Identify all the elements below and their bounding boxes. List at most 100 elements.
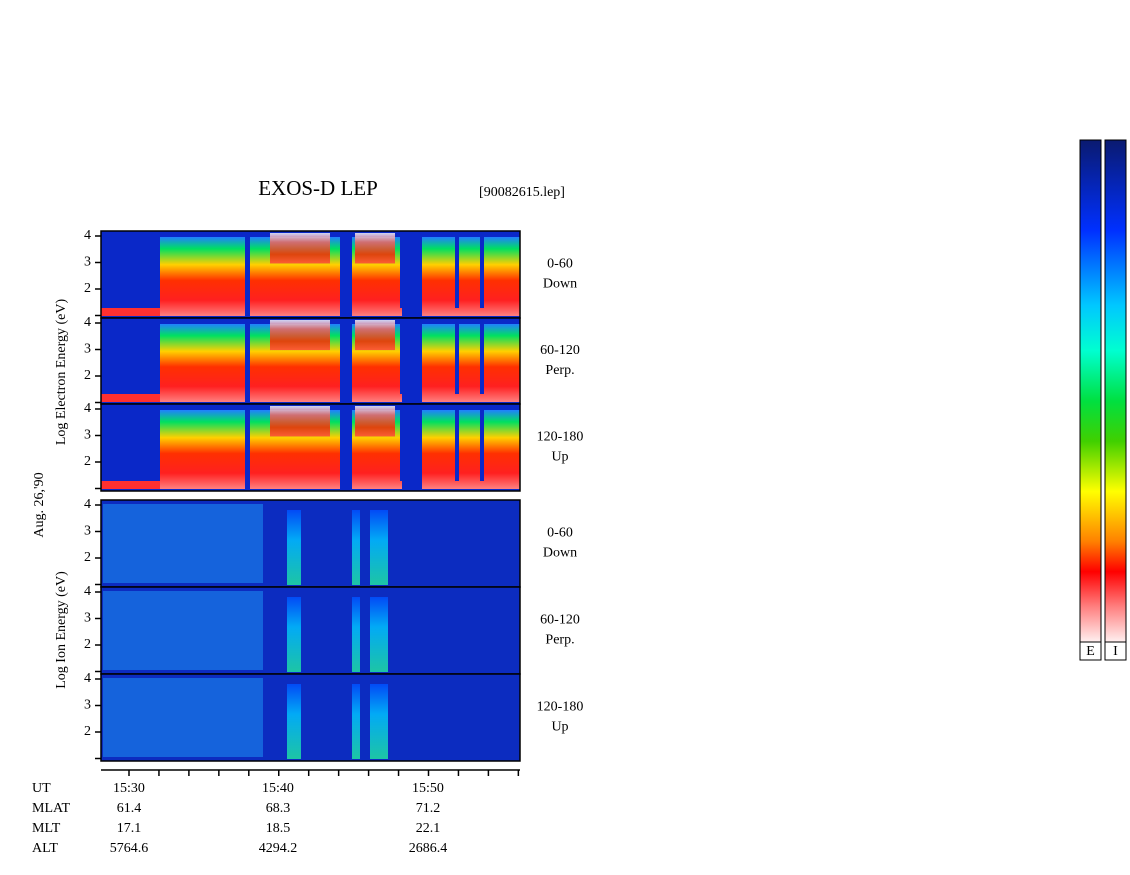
spectrogram-region	[370, 597, 388, 672]
spectrogram-region	[370, 684, 388, 759]
row-label: ALT	[32, 841, 58, 856]
spectrogram-region	[287, 510, 301, 585]
colorbar	[1079, 139, 1102, 643]
spectrogram-region	[270, 233, 330, 264]
y-tick-label: 4	[84, 584, 91, 599]
spectrogram-region	[355, 320, 395, 351]
y-tick-label: 4	[84, 228, 91, 243]
title: EXOS-D LEP	[258, 176, 378, 200]
spectrogram-region	[160, 410, 245, 489]
row-value: 22.1	[416, 821, 441, 836]
spectrogram-region	[270, 406, 330, 437]
colorbar-label: E	[1086, 644, 1095, 659]
spectrogram-region	[355, 406, 395, 437]
row-value: 68.3	[266, 801, 291, 816]
row-label: UT	[32, 781, 51, 796]
colorbar-label: I	[1113, 644, 1118, 659]
spectrogram-gap	[245, 233, 250, 308]
row-value: 5764.6	[110, 841, 149, 856]
panel-direction: Down	[543, 546, 577, 561]
spectrogram-gap	[400, 233, 422, 308]
spectrogram-gap	[455, 233, 459, 308]
row-label: MLAT	[32, 801, 71, 816]
spectrogram-region	[103, 591, 263, 670]
panel-frame	[100, 403, 521, 492]
panel-angle: 60-120	[540, 343, 580, 358]
y-tick-label: 2	[84, 368, 91, 383]
colorbar-label-box	[1079, 641, 1102, 661]
panel-angle: 120-180	[537, 700, 584, 715]
y-tick-label: 2	[84, 637, 91, 652]
spectrogram-region	[160, 324, 245, 402]
spectrogram-gap	[455, 320, 459, 394]
spectrogram-region	[422, 237, 520, 316]
spectrogram-gap	[455, 406, 459, 481]
y-tick-label: 3	[84, 611, 91, 626]
row-label: MLT	[32, 821, 61, 836]
y-tick-label: 2	[84, 550, 91, 565]
file-name: [90082615.lep]	[479, 185, 565, 200]
spectrogram-region	[352, 510, 360, 585]
y-tick-label: 2	[84, 454, 91, 469]
axis-label: Log Ion Energy (eV)	[54, 571, 69, 689]
y-tick-label: 4	[84, 401, 91, 416]
spectrogram-gap	[480, 406, 484, 481]
row-value: 18.5	[266, 821, 291, 836]
spectrogram-region	[287, 597, 301, 672]
spectrogram-gap	[340, 406, 350, 481]
y-tick-label: 4	[84, 315, 91, 330]
panel-frame	[100, 673, 521, 762]
date: Aug. 26,'90	[32, 472, 47, 537]
panel-angle: 0-60	[547, 526, 573, 541]
spectrogram-gap	[340, 320, 350, 394]
spectrogram-region	[352, 684, 360, 759]
panel-direction: Up	[551, 450, 568, 465]
spectrogram-gap	[480, 320, 484, 394]
y-tick-label: 4	[84, 671, 91, 686]
row-value: 15:40	[262, 781, 294, 796]
panel-angle: 0-60	[547, 257, 573, 272]
panel-direction: Perp.	[545, 633, 574, 648]
y-tick-label: 3	[84, 428, 91, 443]
spectrogram-gap	[340, 233, 350, 308]
y-tick-label: 3	[84, 255, 91, 270]
colorbar	[1104, 139, 1127, 643]
row-value: 15:50	[412, 781, 444, 796]
spectrogram-region	[103, 678, 263, 757]
colorbar-label-box	[1104, 641, 1127, 661]
y-tick-label: 2	[84, 724, 91, 739]
spectrogram-region	[422, 324, 520, 402]
y-tick-label: 3	[84, 698, 91, 713]
spectrogram-gap	[480, 233, 484, 308]
y-tick-label: 3	[84, 342, 91, 357]
spectrogram-region	[370, 510, 388, 585]
spectrogram-region	[422, 410, 520, 489]
row-value: 4294.2	[259, 841, 298, 856]
panel-angle: 120-180	[537, 430, 584, 445]
spectrogram-region	[287, 684, 301, 759]
panel-angle: 60-120	[540, 613, 580, 628]
panel-direction: Up	[551, 720, 568, 735]
spectrogram-gap	[400, 406, 422, 481]
panel-direction: Perp.	[545, 363, 574, 378]
spectrogram-region	[355, 233, 395, 264]
spectrogram-gap	[245, 406, 250, 481]
spectrogram-region	[160, 237, 245, 316]
row-value: 17.1	[117, 821, 142, 836]
y-tick-label: 2	[84, 281, 91, 296]
axis-label: Log Electron Energy (eV)	[54, 299, 69, 446]
spectrogram-band	[101, 308, 161, 316]
row-value: 61.4	[117, 801, 142, 816]
spectrogram-band	[101, 394, 161, 402]
spectrogram-gap	[245, 320, 250, 394]
spectrogram-region	[103, 504, 263, 583]
row-value: 71.2	[416, 801, 441, 816]
spectrogram-band	[101, 481, 161, 489]
row-value: 2686.4	[409, 841, 448, 856]
row-value: 15:30	[113, 781, 145, 796]
spectrogram-gap	[400, 320, 422, 394]
spectrogram-region	[352, 597, 360, 672]
spectrogram-region	[270, 320, 330, 351]
y-tick-label: 4	[84, 497, 91, 512]
